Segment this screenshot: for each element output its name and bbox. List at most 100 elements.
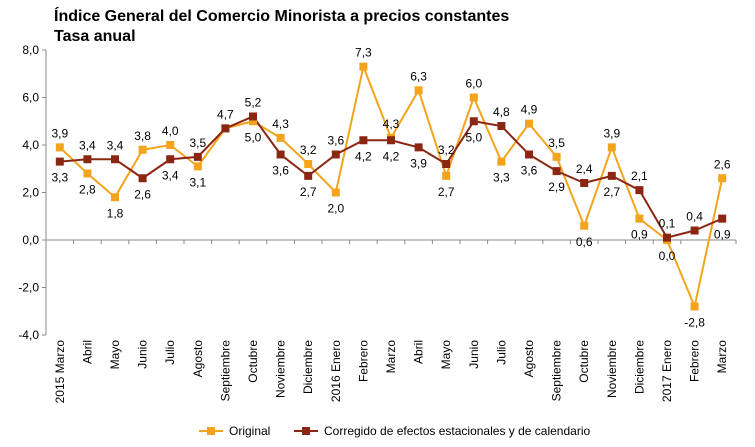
- x-tick-label: Diciembre: [301, 340, 315, 394]
- data-label-original: 4,3: [383, 117, 400, 131]
- data-label-original: -2,8: [684, 316, 705, 330]
- data-point-corregido: [387, 136, 395, 145]
- data-label-corregido: 3,6: [521, 164, 538, 178]
- data-point-original: [166, 141, 175, 149]
- data-point-original: [359, 62, 368, 71]
- data-point-corregido: [193, 152, 202, 161]
- data-label-corregido: 3,3: [51, 171, 68, 185]
- legend-marker-swatch: [302, 427, 310, 435]
- data-point-corregido: [304, 171, 313, 180]
- data-point-original: [55, 143, 64, 152]
- x-tick-label: Mayo: [108, 340, 122, 370]
- x-tick-label: Septiembre: [218, 340, 232, 402]
- data-point-corregido: [83, 155, 92, 164]
- data-label-original: 3,5: [548, 136, 565, 150]
- x-tick-label: Septiembre: [550, 340, 564, 402]
- data-point-corregido: [525, 150, 533, 159]
- x-tick-label: Agosto: [191, 340, 205, 378]
- chart-subtitle: Tasa anual: [54, 28, 136, 45]
- data-label-original: 3,3: [493, 171, 510, 185]
- data-point-corregido: [331, 150, 340, 159]
- data-point-original: [635, 214, 644, 223]
- data-point-corregido: [221, 124, 230, 133]
- x-tick-label: Octubre: [246, 340, 260, 383]
- data-label-corregido: 2,4: [576, 162, 593, 176]
- data-point-corregido: [497, 122, 506, 130]
- data-point-original: [552, 152, 561, 161]
- data-label-original: 3,1: [189, 175, 206, 189]
- x-tick-label: Agosto: [522, 340, 536, 378]
- y-tick-label: 8,0: [22, 43, 39, 57]
- data-point-corregido: [249, 112, 257, 121]
- series-original-line: [59, 63, 724, 310]
- data-label-original: 0,9: [631, 228, 648, 242]
- data-label-corregido: 5,0: [465, 130, 482, 144]
- data-label-corregido: 4,2: [355, 149, 372, 163]
- x-tick-label: 2016 Enero: [329, 340, 343, 402]
- data-point-original: [83, 169, 92, 178]
- data-label-original: 3,9: [603, 126, 620, 140]
- data-label-original: 6,0: [465, 77, 482, 91]
- data-point-corregido: [663, 233, 671, 242]
- chart-data-labels: 3,9 3,3 2,8 3,4 1,8 3,4 3,8 2,6 4,0 3,4 3,1 3,5 4,7 5…: [51, 46, 730, 330]
- data-label-corregido: 3,6: [327, 134, 344, 148]
- legend-label: Corregido de efectos estacionales y de c…: [324, 424, 590, 438]
- data-label-original: 4,0: [162, 124, 179, 138]
- x-tick-label: Noviembre: [274, 340, 288, 398]
- data-label-corregido: 3,5: [189, 136, 206, 150]
- x-tick-label: Julio: [163, 340, 177, 365]
- data-point-original: [414, 86, 423, 95]
- data-label-original: 3,9: [51, 126, 68, 140]
- x-tick-label: 2015 Marzo: [53, 340, 67, 404]
- data-point-corregido: [55, 157, 64, 166]
- data-point-corregido: [442, 160, 451, 168]
- x-tick-label: Diciembre: [632, 340, 646, 394]
- chart-legend: Original Corregido de efectos estacionale…: [199, 424, 590, 438]
- data-point-corregido: [359, 136, 368, 145]
- data-label-corregido: 0,9: [714, 228, 731, 242]
- data-label-original: 2,6: [714, 157, 731, 171]
- data-label-corregido: 4,8: [493, 105, 510, 119]
- chart-series-lines: [59, 63, 724, 310]
- data-label-original: 3,2: [300, 143, 317, 157]
- legend-label: Original: [229, 424, 270, 438]
- data-point-corregido: [138, 174, 147, 183]
- data-label-original: 4,7: [217, 107, 234, 121]
- x-tick-label: Mayo: [439, 340, 453, 370]
- data-point-original: [304, 160, 313, 168]
- data-point-original: [249, 117, 257, 126]
- data-point-corregido: [111, 155, 119, 164]
- x-tick-label: Junio: [136, 340, 150, 369]
- data-point-corregido: [718, 214, 727, 223]
- legend-marker-swatch: [207, 427, 215, 435]
- data-point-original: [331, 188, 340, 197]
- x-tick-label: Julio: [494, 340, 508, 365]
- x-tick-label: Noviembre: [605, 340, 619, 398]
- data-label-original: 6,3: [410, 69, 427, 83]
- chart-markers: [55, 62, 727, 311]
- data-point-original: [497, 157, 506, 166]
- data-label-original: 1,8: [107, 206, 124, 220]
- data-label-corregido: 3,9: [410, 156, 427, 170]
- data-point-corregido: [276, 150, 285, 159]
- data-label-original: 4,9: [521, 103, 538, 117]
- data-point-original: [442, 171, 451, 180]
- data-label-corregido: 5,2: [245, 96, 262, 110]
- x-tick-label: 2017 Enero: [660, 340, 674, 402]
- legend-item-corregido: Corregido de efectos estacionales y de c…: [294, 424, 590, 438]
- x-tick-label: Marzo: [715, 340, 729, 374]
- data-point-corregido: [166, 155, 175, 164]
- data-label-corregido: 2,1: [631, 169, 648, 183]
- data-point-corregido: [469, 117, 478, 126]
- data-label-corregido: 2,6: [134, 187, 151, 201]
- data-point-corregido: [690, 226, 699, 235]
- data-label-original: 5,0: [245, 130, 262, 144]
- data-point-corregido: [552, 167, 561, 176]
- data-point-original: [469, 93, 478, 102]
- chart-axes: -4,0 -2,0 0,0 2,0 4,0 6,0 8,0 2015 Marzo Abril Ma…: [18, 43, 737, 404]
- data-label-corregido: 0,1: [659, 217, 676, 231]
- data-label-original: 4,3: [272, 117, 289, 131]
- data-label-original: 2,8: [79, 183, 96, 197]
- y-tick-label: 4,0: [22, 138, 39, 152]
- data-point-original: [607, 143, 616, 152]
